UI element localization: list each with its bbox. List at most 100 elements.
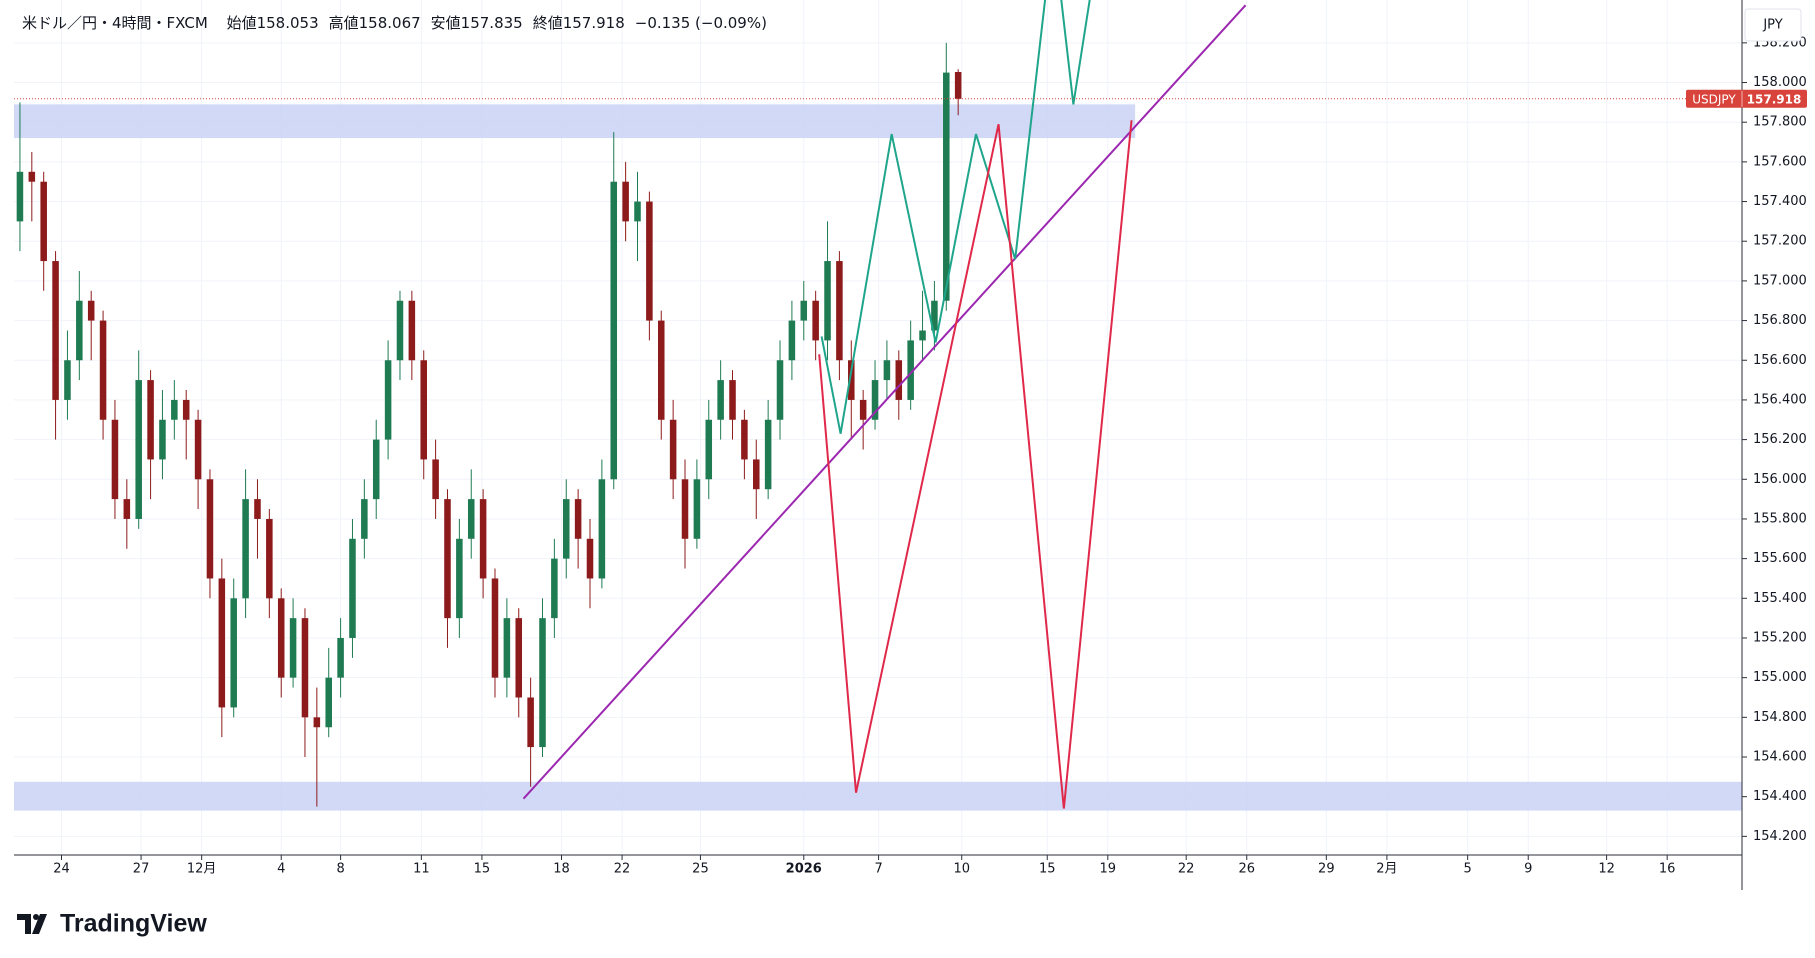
candle-body — [194, 419, 202, 480]
x-tick-label: 22 — [1178, 862, 1195, 877]
y-tick-label: 156.400 — [1753, 392, 1807, 407]
candle-body — [919, 330, 926, 341]
candle-body — [147, 380, 154, 460]
candle-body — [622, 181, 629, 222]
x-tick-label: 29 — [1318, 862, 1335, 877]
candle-body — [171, 399, 178, 420]
candle-body — [551, 558, 558, 619]
x-tick-label: 15 — [474, 862, 491, 877]
candle-body — [467, 499, 475, 539]
x-tick-label: 11 — [413, 862, 430, 877]
candle-body — [693, 479, 701, 539]
y-tick-label: 157.200 — [1753, 234, 1807, 249]
candle-body — [943, 72, 950, 301]
candle-body — [456, 538, 463, 619]
y-tick-label: 155.000 — [1753, 670, 1807, 685]
candle-body — [729, 380, 736, 420]
candle-body — [586, 538, 594, 579]
x-tick-label: 5 — [1464, 862, 1472, 877]
y-tick-label: 156.800 — [1753, 313, 1807, 328]
ohlc-value: 157.918 — [563, 14, 625, 32]
candle-body — [883, 360, 891, 381]
candle-body — [16, 171, 24, 222]
candle-body — [325, 677, 332, 728]
tag-symbol: USDJPY — [1692, 92, 1736, 106]
y-tick-label: 158.000 — [1753, 75, 1807, 90]
candle-body — [669, 419, 677, 480]
candle-body — [396, 300, 404, 361]
drawings — [522, 0, 1247, 809]
y-tick-label: 156.000 — [1753, 472, 1807, 487]
candle-body — [574, 499, 582, 539]
x-tick-label: 19 — [1100, 862, 1117, 877]
candle-body — [848, 360, 855, 400]
brand-name: TradingView — [60, 910, 207, 938]
candle-body — [111, 419, 119, 500]
candle-body — [859, 399, 867, 420]
candle-body — [301, 618, 309, 718]
last-price-tag — [1686, 89, 1807, 108]
x-tick-label: 27 — [133, 862, 150, 877]
candle-body — [646, 201, 653, 321]
candle-body — [372, 439, 380, 500]
currency[interactable]: JPY — [1762, 18, 1782, 33]
drawing-line — [818, 120, 1133, 809]
y-tick-label: 155.800 — [1753, 511, 1807, 526]
ohlc-value: 158.067 — [359, 14, 421, 32]
candle-body — [871, 380, 879, 420]
x-tick-label: 12月 — [187, 862, 217, 877]
x-tick-label: 2026 — [786, 862, 822, 877]
candle-body — [539, 618, 546, 748]
candle-body — [491, 578, 499, 678]
candle-body — [503, 618, 511, 678]
candle-body — [337, 637, 344, 678]
candle-body — [52, 261, 59, 400]
candles — [16, 42, 962, 807]
candle-body — [40, 181, 47, 262]
candle-body — [254, 499, 261, 519]
y-tick-label: 154.400 — [1753, 789, 1807, 804]
candle-body — [562, 499, 570, 559]
candle-body — [788, 320, 796, 361]
change-label: −0.135 (−0.09%) — [635, 14, 767, 32]
candle-body — [705, 419, 713, 480]
y-tick-label: 155.400 — [1753, 591, 1807, 606]
candle-body — [610, 181, 618, 480]
y-tick-label: 154.800 — [1753, 710, 1807, 725]
candle-body — [954, 72, 962, 99]
candle-body — [408, 300, 416, 361]
candle-body — [76, 300, 83, 361]
candle-body — [420, 360, 427, 460]
candle-body — [361, 499, 368, 539]
candle-body — [289, 618, 297, 678]
x-tick-label: 24 — [53, 862, 70, 877]
candle-body — [182, 399, 190, 420]
candle-body — [895, 360, 903, 400]
x-tick-label: 8 — [336, 862, 344, 877]
price-zone — [14, 104, 1136, 139]
candle-body — [87, 300, 95, 321]
y-tick-label: 157.800 — [1753, 115, 1807, 130]
candle-body — [515, 618, 523, 698]
ohlc-label: 高値 — [329, 14, 359, 32]
symbol-title: 米ドル／円・4時間・FXCM — [22, 14, 208, 32]
candle-body — [159, 419, 166, 460]
x-tick-label: 18 — [553, 862, 570, 877]
candle-body — [657, 320, 665, 420]
x-tick-label: 16 — [1659, 862, 1676, 877]
candle-body — [812, 300, 819, 341]
x-tick-label: 12 — [1598, 862, 1615, 877]
candle-body — [598, 479, 606, 579]
candle-body — [479, 499, 487, 579]
candle-body — [836, 261, 843, 361]
candle-body — [634, 201, 641, 222]
currency-box[interactable] — [1744, 8, 1802, 42]
candle-body — [717, 380, 724, 420]
candle-body — [800, 300, 808, 321]
candle-body — [741, 419, 748, 460]
candle-body — [28, 171, 36, 182]
y-tick-label: 154.600 — [1753, 750, 1807, 765]
candle-body — [432, 459, 439, 500]
candle-body — [907, 340, 914, 400]
